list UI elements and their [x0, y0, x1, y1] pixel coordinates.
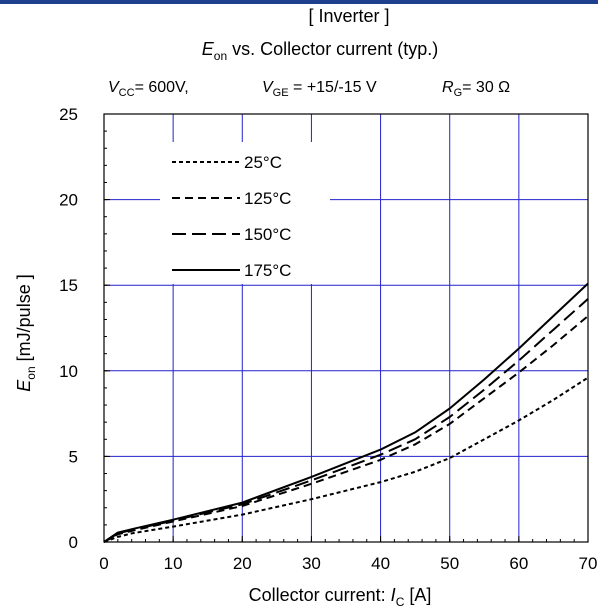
y-tick-label: 25 [59, 105, 78, 124]
y-tick-label: 10 [59, 362, 78, 381]
test-conditions: VCC= 600V, VGE = +15/-15 V RG= 30 Ω [108, 79, 510, 99]
y-tick-label: 15 [59, 276, 78, 295]
header-bar [0, 0, 598, 4]
legend-label: 150°C [244, 225, 291, 244]
legend-label: 25°C [244, 153, 282, 172]
x-axis-label: Collector current: IC [A] [249, 585, 432, 609]
x-tick-label: 50 [440, 554, 459, 573]
series-line-3 [103, 282, 589, 543]
series-line-2 [103, 298, 589, 543]
x-tick-label: 40 [371, 554, 390, 573]
x-tick-label: 60 [509, 554, 528, 573]
y-axis-label: Eon [mJ/pulse ] [14, 274, 38, 391]
plot-frame [103, 113, 589, 543]
x-tick-label: 70 [579, 554, 598, 573]
x-tick-label: 20 [233, 554, 252, 573]
chart-subtitle: Eon vs. Collector current (typ.) [202, 39, 438, 63]
y-tick-label: 0 [69, 533, 78, 552]
series-line-0 [103, 376, 589, 543]
x-tick-label: 30 [302, 554, 321, 573]
y-tick-label: 20 [59, 191, 78, 210]
x-tick-label: 0 [99, 554, 108, 573]
y-tick-label: 5 [69, 447, 78, 466]
legend-background [160, 142, 330, 284]
legend-label: 175°C [244, 261, 291, 280]
chart-title: [ Inverter ] [308, 6, 389, 26]
x-tick-label: 10 [164, 554, 183, 573]
legend-label: 125°C [244, 189, 291, 208]
series-line-1 [103, 315, 589, 543]
